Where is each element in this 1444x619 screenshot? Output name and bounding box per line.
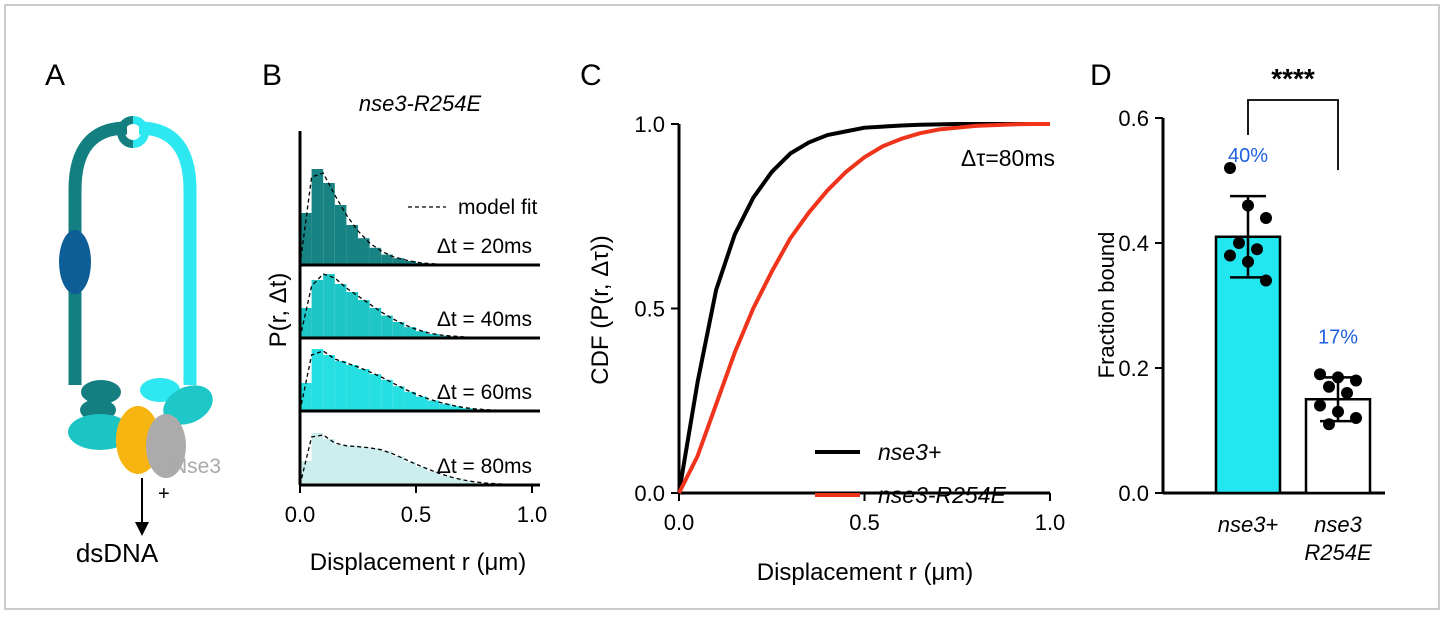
histogram-bar	[335, 205, 347, 265]
histogram-bar	[358, 238, 370, 265]
y-tick-label: 0.2	[1118, 356, 1149, 381]
histogram-bar	[370, 374, 382, 411]
histogram-bar	[346, 365, 358, 411]
histogram-bar	[404, 462, 416, 485]
y-axis-label: CDF (P(r, Δτ))	[587, 235, 614, 384]
histogram-bar	[335, 284, 347, 338]
histogram-bar	[312, 280, 324, 338]
y-tick-label: 0.0	[634, 481, 665, 506]
histogram-bar	[346, 292, 358, 338]
histogram-bar	[416, 467, 428, 485]
data-point	[1224, 250, 1236, 262]
panel-label: C	[580, 59, 602, 92]
fit-legend-label: model fit	[458, 196, 538, 219]
x-tick-label: nse3+	[1218, 512, 1279, 537]
annotation: Δτ=80ms	[961, 145, 1055, 171]
y-tick-label: 1.0	[634, 112, 665, 137]
series-label: Δt = 80ms	[437, 455, 532, 478]
panel-label: D	[1090, 59, 1112, 92]
legend-label: nse3+	[878, 439, 941, 465]
panel-label: A	[45, 59, 65, 92]
data-point	[1260, 212, 1272, 224]
x-axis-label: Displacement r (μm)	[310, 549, 527, 576]
histogram-bar	[370, 308, 382, 338]
data-point	[1323, 418, 1335, 430]
histogram-bar	[393, 386, 405, 411]
x-tick-label: 0.5	[401, 502, 432, 527]
histogram-bar	[323, 355, 335, 411]
data-point	[1242, 200, 1254, 212]
histogram-bar	[370, 448, 382, 485]
data-point	[1314, 368, 1326, 380]
histogram-bar	[346, 225, 358, 265]
y-tick-label: 0.5	[634, 297, 665, 322]
significance: ****	[1271, 63, 1315, 94]
histogram-bar	[404, 392, 416, 411]
histogram-bar	[312, 349, 324, 411]
x-tick-label: 1.0	[517, 502, 548, 527]
y-tick-label: 0.6	[1118, 106, 1149, 131]
series-label: Δt = 60ms	[437, 381, 532, 404]
subunit	[59, 230, 91, 294]
x-tick-label: 0.5	[849, 510, 880, 535]
histogram-bar	[346, 446, 358, 485]
histogram-bar	[393, 456, 405, 485]
data-point	[1242, 256, 1254, 268]
x-axis-label: Displacement r (μm)	[757, 559, 974, 586]
histogram-bar	[312, 169, 324, 265]
panel-label: B	[262, 59, 282, 92]
data-point	[1251, 243, 1263, 255]
histogram-bar	[323, 183, 335, 265]
histogram-bar	[381, 451, 393, 485]
series-label: Δt = 20ms	[437, 235, 532, 258]
histogram-bar	[300, 383, 312, 411]
histogram-bar	[335, 361, 347, 411]
x-tick-label: 1.0	[1035, 510, 1066, 535]
data-point	[1332, 406, 1344, 418]
data-point	[1341, 387, 1353, 399]
histogram-bar	[300, 308, 312, 338]
histogram-bar	[335, 445, 347, 485]
chart-title: nse3-R254E	[359, 91, 482, 116]
histogram-bar	[381, 316, 393, 338]
x-tick-label: 0.0	[285, 502, 316, 527]
data-point	[1332, 371, 1344, 383]
histogram-bar	[323, 439, 335, 485]
histogram-bar	[300, 461, 312, 485]
bar-annotation: 40%	[1228, 145, 1268, 167]
histogram-bar	[381, 380, 393, 411]
histogram-bar	[323, 274, 335, 338]
sign: +	[158, 483, 170, 505]
legend-label: nse3-R254E	[878, 482, 1007, 508]
bar-annotation: 17%	[1318, 326, 1358, 348]
series-label: Δt = 40ms	[437, 308, 532, 331]
y-tick-label: 0.4	[1118, 231, 1149, 256]
data-point	[1314, 400, 1326, 412]
histogram-bar	[358, 447, 370, 485]
data-point	[1260, 275, 1272, 287]
data-point	[1323, 381, 1335, 393]
histogram-bar	[358, 300, 370, 338]
data-point	[1350, 375, 1362, 387]
histogram-bar	[312, 433, 324, 485]
data-point	[1233, 237, 1245, 249]
histogram-bar	[416, 397, 428, 411]
histogram-bar	[358, 369, 370, 411]
y-axis-label: Fraction bound	[1094, 232, 1119, 379]
target-label: dsDNA	[76, 538, 159, 568]
subunit-label: Nse3	[172, 455, 221, 478]
y-tick-label: 0.0	[1118, 481, 1149, 506]
x-tick-label: 0.0	[664, 510, 695, 535]
y-axis-label: P(r, Δt)	[265, 273, 292, 348]
data-point	[1350, 412, 1362, 424]
